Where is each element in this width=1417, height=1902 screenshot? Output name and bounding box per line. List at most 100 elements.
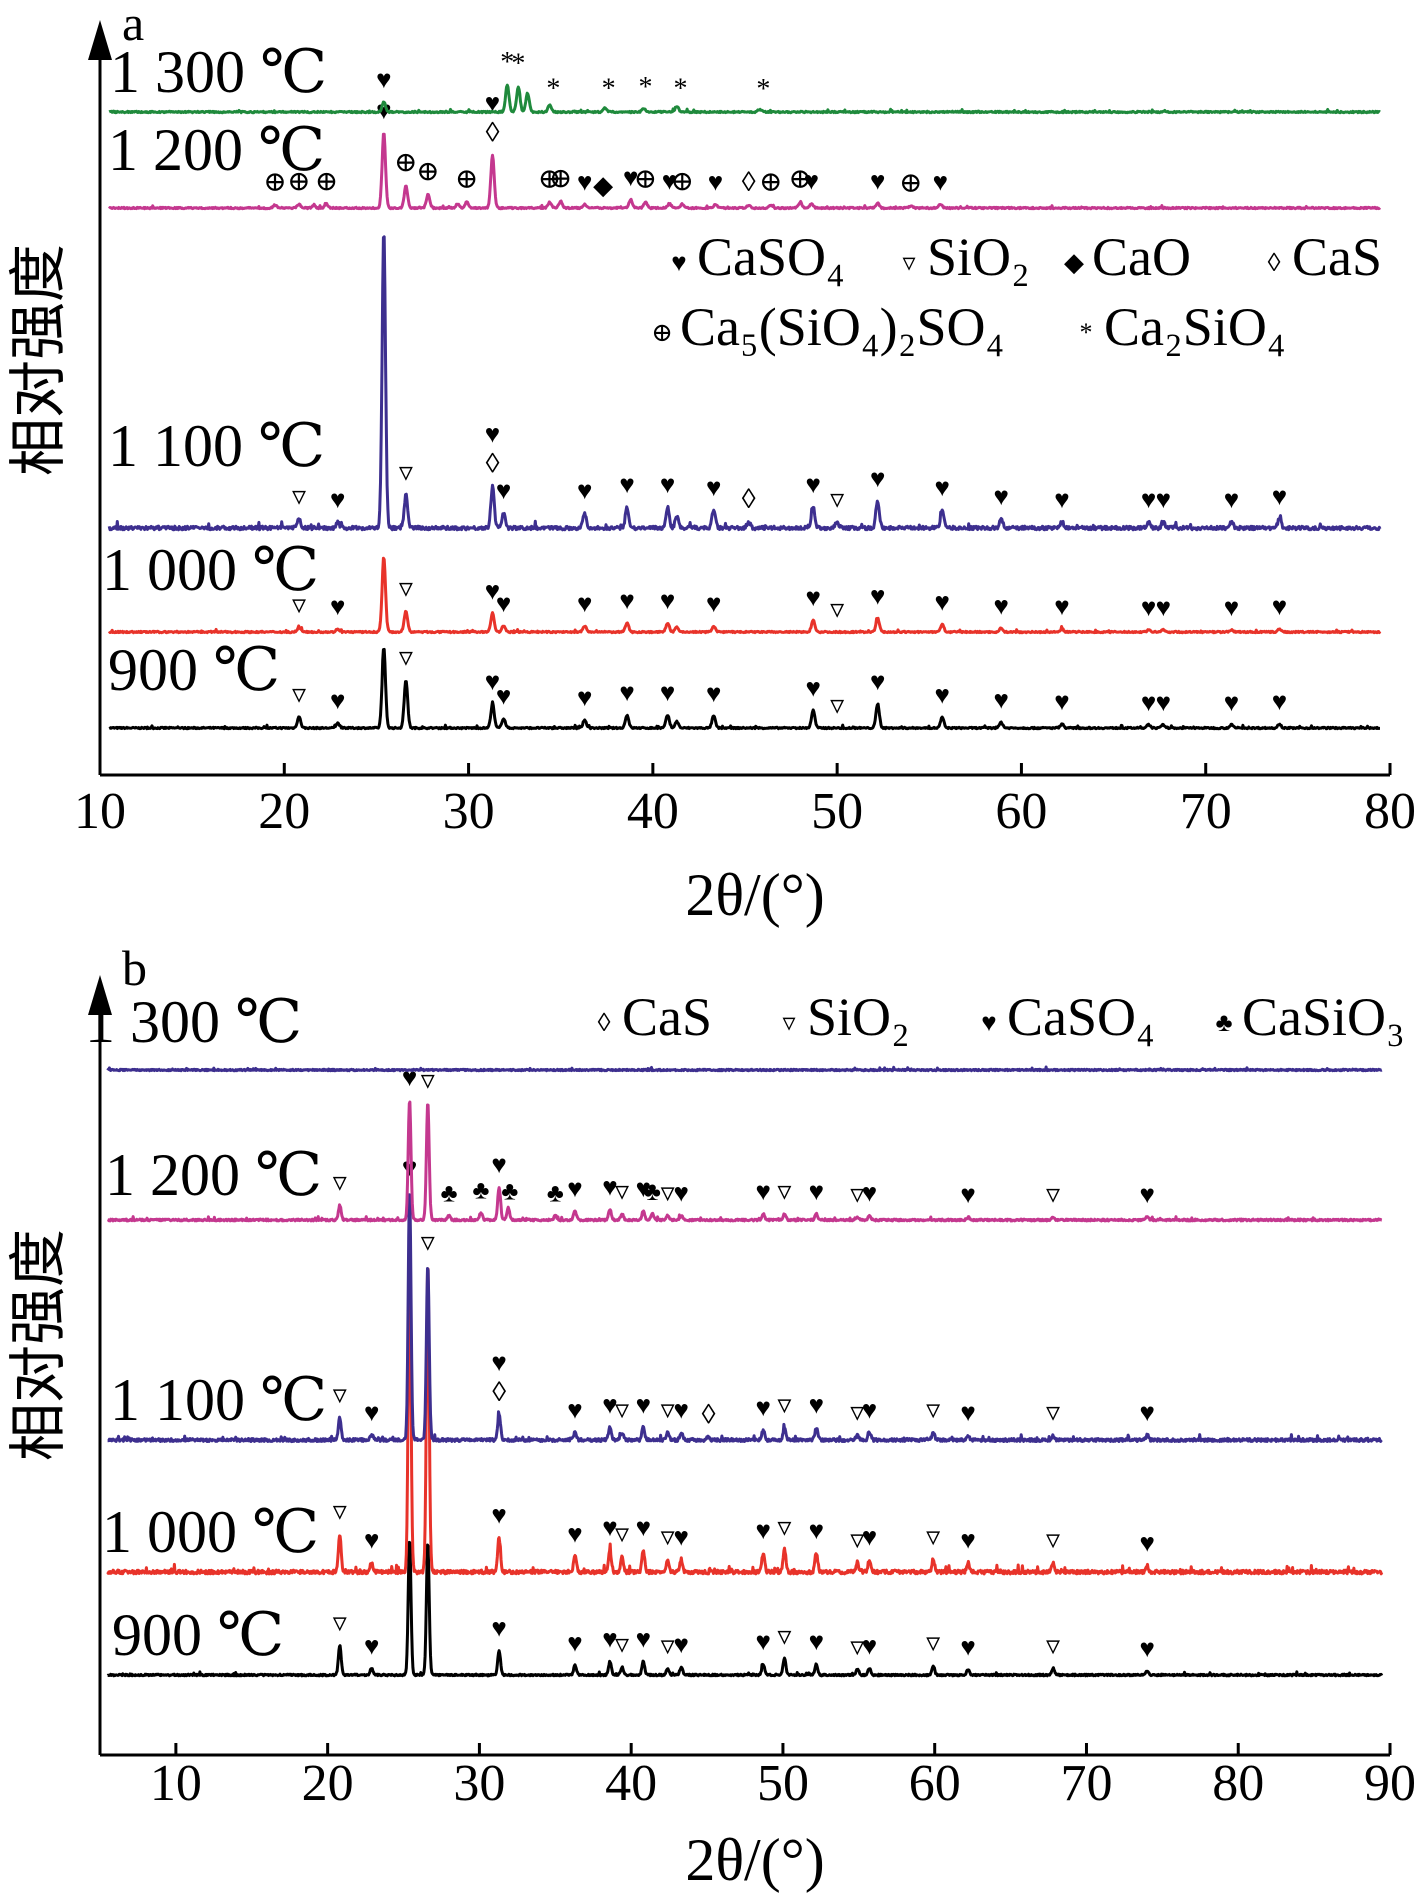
- phase-marker: ♥: [577, 589, 592, 618]
- phase-marker: ▿: [1046, 1397, 1060, 1428]
- legend-symbol: ⊕: [651, 318, 673, 347]
- phase-marker: ♥: [809, 1391, 824, 1420]
- y-axis-label: 相对强度: [6, 1229, 71, 1461]
- panel-letter: b: [122, 940, 147, 996]
- legend-symbol: ♥: [981, 1008, 996, 1037]
- phase-marker: ♥: [577, 476, 592, 505]
- temperature-label: 900 ℃: [112, 1602, 284, 1668]
- phase-marker: ♥: [1272, 687, 1287, 716]
- phase-marker: ♥: [376, 65, 391, 94]
- phase-marker: ♥: [993, 685, 1008, 714]
- x-tick-label: 40: [627, 783, 679, 840]
- x-tick-label: 70: [1060, 1755, 1112, 1812]
- phase-marker: ♥: [364, 1398, 379, 1427]
- phase-marker: ⊕: [455, 164, 478, 195]
- phase-marker: ♥: [602, 1625, 617, 1654]
- legend-entry: ▿ SiO₂: [902, 227, 1029, 287]
- phase-marker: ♣: [547, 1179, 564, 1208]
- phase-marker: ▿: [292, 481, 306, 512]
- x-tick-label: 80: [1364, 783, 1416, 840]
- x-tick-label: 40: [605, 1755, 657, 1812]
- phase-marker: ▿: [926, 1521, 940, 1552]
- phase-marker: ♥: [960, 1526, 975, 1555]
- phase-marker: ♥: [862, 1522, 877, 1551]
- legend-entry: ◊ CaS: [598, 987, 712, 1047]
- phase-marker: ▿: [850, 1179, 864, 1210]
- xrd-trace: [107, 556, 1382, 635]
- legend-label: CaS: [1292, 227, 1382, 287]
- x-tick-label: 50: [811, 783, 863, 840]
- phase-marker: ♥: [1054, 485, 1069, 514]
- x-tick-label: 10: [74, 783, 126, 840]
- phase-marker: ♥: [376, 96, 391, 125]
- phase-marker: ♥: [567, 1519, 582, 1548]
- series-1000C: 1 000 ℃▿ ♥▿ ♥♥ ♥ ♥ ♥ ♥ ♥ ▿ ♥ ♥ ♥ ♥ ♥ ♥ ♥ ♥: [102, 537, 1382, 635]
- legend-label: CaSiO₃: [1242, 987, 1405, 1047]
- y-axis-label: 相对强度: [6, 244, 71, 476]
- xrd-trace: [107, 235, 1382, 532]
- phase-marker: ♥: [1141, 688, 1156, 717]
- phase-marker: ♥: [485, 576, 500, 605]
- phase-marker: ♥: [364, 1526, 379, 1555]
- phase-marker: ▿: [615, 1176, 629, 1207]
- phase-marker: ▿: [661, 1178, 675, 1209]
- phase-marker: ♥: [805, 470, 820, 499]
- series-1000C: 1 000 ℃ ▿♥♥♥ ♥▿ ♥ ▿♥ ♥ ▿ ♥ ▿♥ ▿ ♥ ▿ ♥: [102, 1261, 1384, 1576]
- phase-marker: ♥: [870, 464, 885, 493]
- phase-marker: ♥: [491, 1614, 506, 1643]
- phase-marker: ♥: [485, 419, 500, 448]
- phase-marker: ♥: [330, 485, 345, 514]
- phase-marker: ♥: [1224, 485, 1239, 514]
- phase-marker: ♥: [491, 1348, 506, 1377]
- phase-marker: ▿: [777, 1390, 791, 1421]
- phase-marker: ▿: [399, 642, 413, 673]
- temperature-label: 1 000 ℃: [102, 1499, 319, 1565]
- xrd-trace: [106, 1100, 1383, 1223]
- phase-marker: ▿: [850, 1525, 864, 1556]
- phase-marker: ♥: [660, 470, 675, 499]
- phase-marker: ⊕: [634, 164, 657, 195]
- phase-marker: ♥: [674, 1630, 689, 1659]
- phase-marker: ♥: [485, 667, 500, 696]
- phase-marker: ▿: [661, 1395, 675, 1426]
- xrd-trace: [107, 132, 1382, 211]
- phase-marker: ♥: [567, 1174, 582, 1203]
- phase-marker: ⊕: [394, 148, 417, 179]
- phase-marker: ♥: [862, 1396, 877, 1425]
- phase-marker: ♥: [619, 586, 634, 615]
- series-1300C: 1 300 ℃: [85, 989, 1383, 1073]
- x-tick-label: 90: [1364, 1755, 1416, 1812]
- temperature-label: 1 000 ℃: [102, 537, 319, 603]
- phase-marker: ⊕: [538, 164, 561, 195]
- phase-marker: ▿: [926, 1395, 940, 1426]
- phase-marker: ♥: [491, 1500, 506, 1529]
- temperature-label: 1 100 ℃: [108, 413, 325, 479]
- phase-marker: ♥: [674, 1522, 689, 1551]
- phase-marker: ▿: [830, 484, 844, 515]
- phase-marker: *: [500, 47, 514, 78]
- phase-marker: ▿: [777, 1176, 791, 1207]
- phase-marker: ⊕: [789, 164, 812, 195]
- phase-marker: ♥: [1141, 485, 1156, 514]
- phase-marker: ♥: [1139, 1634, 1154, 1663]
- phase-marker: ♥: [934, 681, 949, 710]
- phase-marker: ◊: [492, 1377, 506, 1408]
- phase-marker: ♥: [364, 1631, 379, 1660]
- x-tick-label: 30: [443, 783, 495, 840]
- phase-marker: ♣: [472, 1176, 489, 1205]
- phase-marker: *: [546, 73, 560, 104]
- x-tick-label: 80: [1212, 1755, 1264, 1812]
- x-axis-label: 2θ/(°): [685, 862, 824, 928]
- x-tick-label: 20: [302, 1755, 354, 1812]
- phase-marker: ▿: [1046, 1525, 1060, 1556]
- phase-marker: ♥: [870, 167, 885, 196]
- y-axis-arrow: [88, 20, 112, 60]
- phase-marker: ♥: [567, 1629, 582, 1658]
- phase-marker: ♣: [441, 1179, 458, 1208]
- phase-marker: ♥: [1139, 1398, 1154, 1427]
- phase-marker: ♥: [1139, 1529, 1154, 1558]
- x-axis-label: 2θ/(°): [685, 1827, 824, 1893]
- temperature-label: 1 200 ℃: [108, 117, 325, 183]
- phase-marker: ♥: [636, 1174, 651, 1203]
- phase-marker: *: [638, 72, 652, 103]
